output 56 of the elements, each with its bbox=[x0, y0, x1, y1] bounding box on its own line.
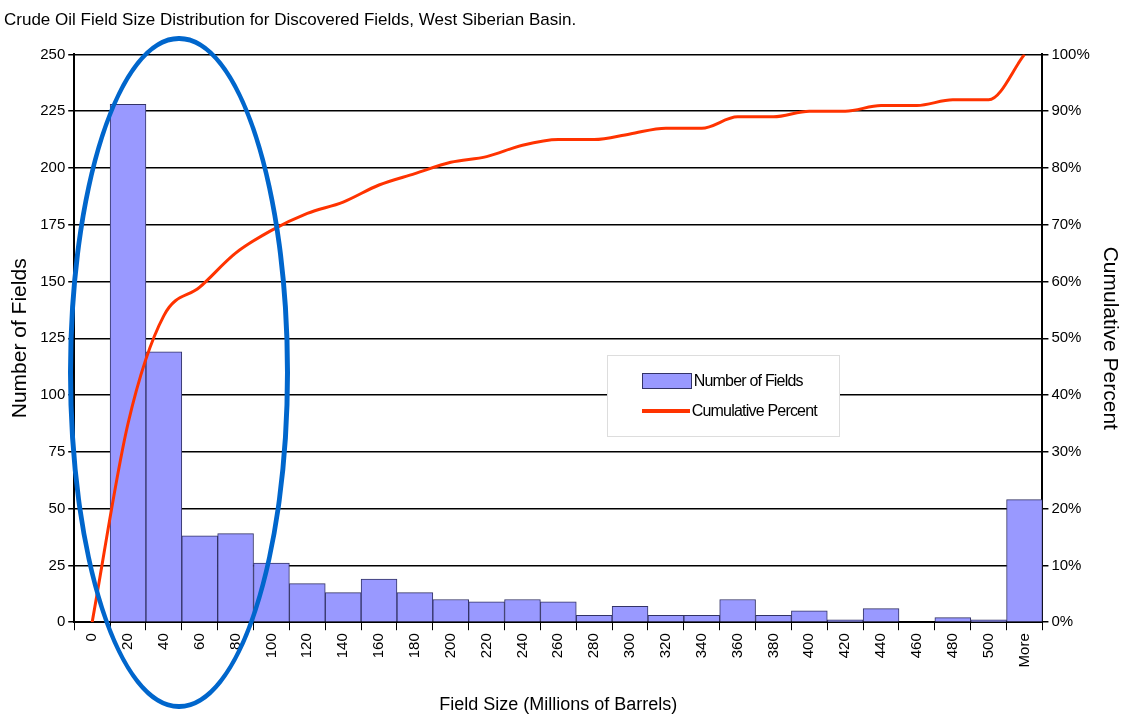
y2-axis-title: Cumulative Percent bbox=[1099, 246, 1123, 431]
y-tick-label: 25 bbox=[48, 555, 66, 573]
x-tick-label: 300 bbox=[620, 633, 638, 659]
y-tick-label: 175 bbox=[40, 214, 66, 232]
x-tick-label: 200 bbox=[440, 633, 458, 659]
x-tick-label: 100 bbox=[261, 633, 279, 659]
x-tick-label: 120 bbox=[297, 633, 315, 659]
y-tick-label: 150 bbox=[40, 271, 66, 289]
x-tick-label: 440 bbox=[871, 633, 889, 659]
y2-tick-label: 10% bbox=[1051, 555, 1082, 573]
y2-tick-label: 20% bbox=[1051, 498, 1082, 516]
y-tick-label: 75 bbox=[48, 442, 66, 460]
x-tick-label: 380 bbox=[763, 633, 781, 659]
x-tick-label: 340 bbox=[691, 633, 709, 659]
x-tick-label: 320 bbox=[656, 633, 674, 659]
x-tick-label: 0 bbox=[82, 633, 100, 642]
legend-label: Cumulative Percent bbox=[691, 402, 817, 421]
chart-title: Crude Oil Field Size Distribution for Discovered Fields, West Siberian Basin. bbox=[4, 9, 577, 29]
y-tick-label: 0 bbox=[56, 612, 66, 630]
x-tick-label: More bbox=[1014, 633, 1032, 668]
x-tick-label: 500 bbox=[978, 633, 996, 659]
y2-tick-label: 40% bbox=[1051, 385, 1082, 403]
y2-tick-label: 60% bbox=[1051, 271, 1082, 289]
x-tick-label: 400 bbox=[799, 633, 817, 659]
x-tick-label: 20 bbox=[118, 633, 136, 650]
x-tick-label: 220 bbox=[476, 633, 494, 659]
line-series bbox=[90, 54, 1027, 623]
x-tick-label: 240 bbox=[512, 633, 530, 659]
x-axis-title: Field Size (Millions of Barrels) bbox=[439, 694, 678, 715]
y-tick-label: 100 bbox=[40, 385, 66, 403]
legend-label: Number of Fields bbox=[693, 372, 803, 391]
x-tick-label: 40 bbox=[154, 633, 172, 650]
x-tick-label: 280 bbox=[584, 633, 602, 659]
y2-tick-label: 70% bbox=[1051, 214, 1082, 232]
x-tick-label: 80 bbox=[225, 633, 243, 650]
y2-tick-label: 90% bbox=[1051, 101, 1082, 119]
x-tick-label: 480 bbox=[942, 633, 960, 659]
y-tick-label: 200 bbox=[40, 158, 66, 176]
x-tick-label: 420 bbox=[835, 633, 853, 659]
y2-tick-label: 0% bbox=[1051, 612, 1074, 630]
x-tick-label: 180 bbox=[405, 633, 423, 659]
y2-tick-label: 100% bbox=[1051, 44, 1090, 62]
y2-tick-label: 50% bbox=[1051, 328, 1082, 346]
y-axis-title: Number of Fields bbox=[7, 258, 31, 419]
x-tick-label: 360 bbox=[727, 633, 745, 659]
x-tick-label: 260 bbox=[548, 633, 566, 659]
y2-tick-label: 80% bbox=[1051, 158, 1082, 176]
y-tick-label: 125 bbox=[40, 328, 66, 346]
x-tick-label: 60 bbox=[189, 633, 207, 650]
y-tick-label: 250 bbox=[40, 44, 66, 62]
y2-tick-label: 30% bbox=[1051, 442, 1082, 460]
x-tick-label: 160 bbox=[369, 633, 387, 659]
y-tick-label: 225 bbox=[40, 101, 66, 119]
y-tick-label: 50 bbox=[48, 498, 66, 516]
x-tick-label: 460 bbox=[907, 633, 925, 659]
x-tick-label: 140 bbox=[333, 633, 351, 659]
